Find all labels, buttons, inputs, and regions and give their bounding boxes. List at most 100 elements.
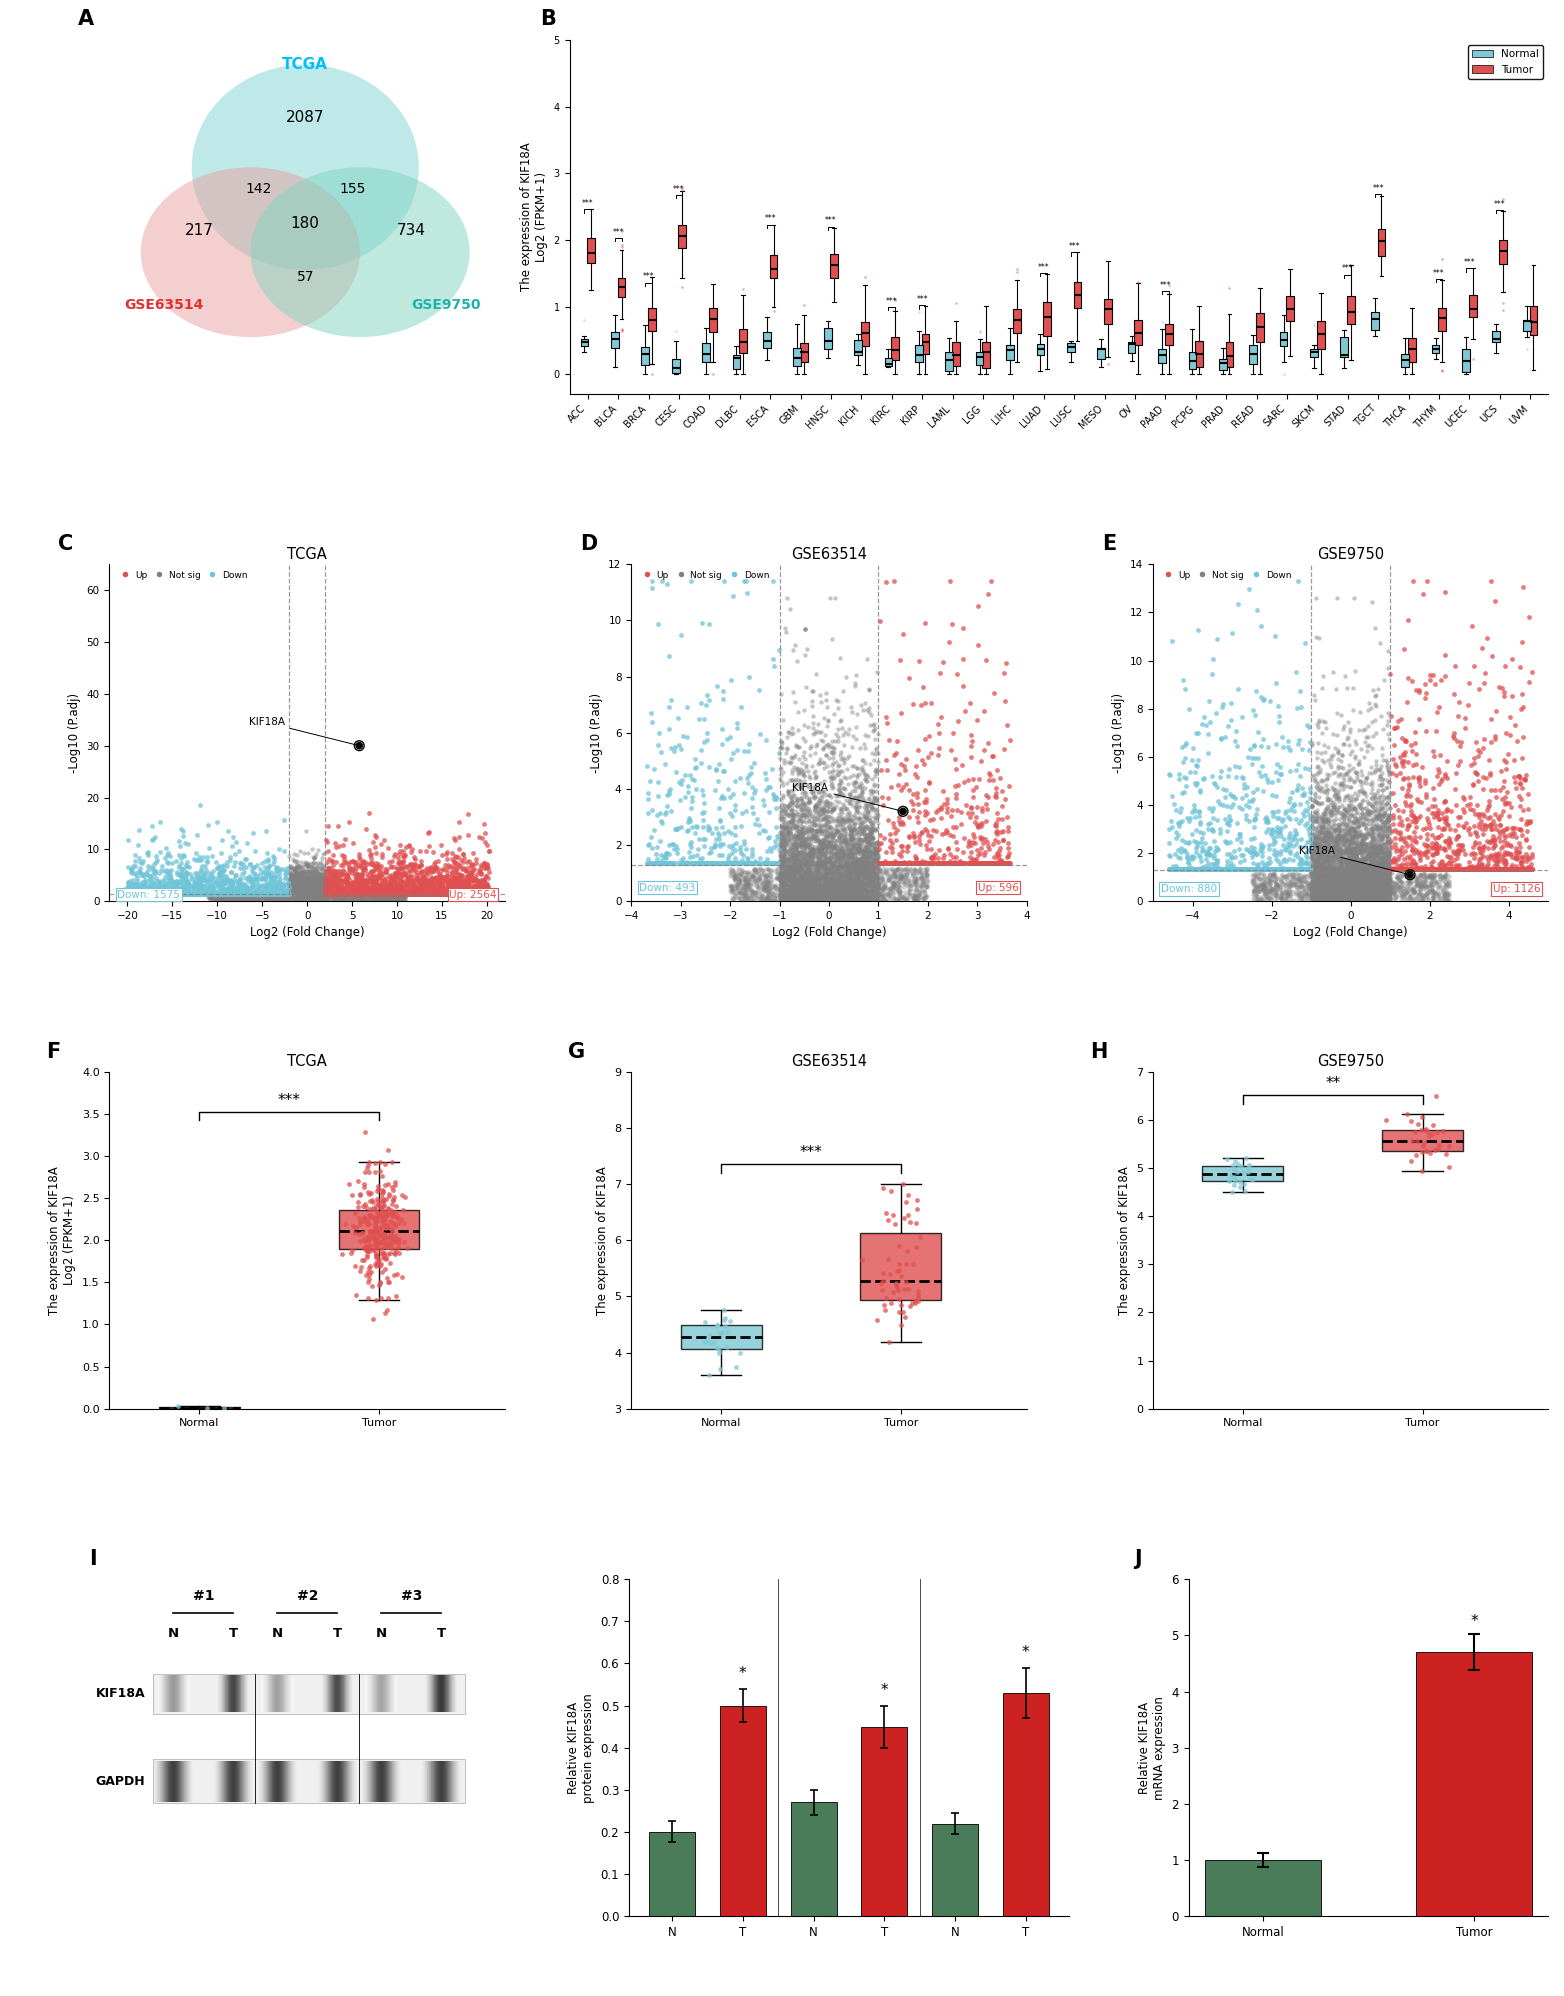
Point [1500, 820, 1525, 852]
Text: Down: 880: Down: 880 [1160, 884, 1217, 894]
Point [1339, 884, 1364, 916]
Point [457, 876, 482, 908]
Point [1337, 872, 1362, 904]
Point [211, 880, 236, 912]
Point [815, 852, 840, 884]
Point [170, 814, 196, 846]
Point [1361, 876, 1386, 908]
Point [834, 828, 859, 860]
Point [1362, 882, 1387, 914]
Point [826, 882, 851, 914]
Point [1286, 880, 1311, 912]
Point [283, 870, 308, 902]
Point [286, 884, 311, 916]
Point [308, 884, 333, 916]
Point [310, 882, 335, 914]
Point [1248, 834, 1273, 866]
Point [856, 832, 881, 864]
Point [1165, 852, 1190, 884]
Point [726, 868, 751, 900]
Point [1331, 878, 1356, 910]
Point [1362, 850, 1387, 882]
Point [474, 852, 499, 884]
Point [780, 750, 805, 782]
Point [785, 784, 810, 816]
Point [1337, 868, 1362, 900]
Point [805, 729, 830, 760]
Point [1318, 816, 1343, 848]
Point [302, 876, 327, 908]
Point [1501, 745, 1526, 776]
Point [386, 1208, 411, 1240]
Point [791, 824, 816, 856]
Point [1359, 880, 1384, 912]
Point [283, 880, 308, 912]
Point [396, 878, 421, 910]
Point [255, 878, 280, 910]
Point [793, 884, 818, 916]
Point [214, 884, 239, 916]
Point [311, 878, 336, 910]
Point [280, 866, 305, 898]
Point [976, 727, 1001, 758]
Point [737, 864, 762, 896]
Point [363, 1238, 388, 1269]
Point [824, 882, 849, 914]
Point [881, 846, 906, 878]
Point [135, 878, 160, 910]
Point [860, 848, 885, 880]
Point [816, 842, 841, 874]
Point [292, 870, 317, 902]
Point [1342, 844, 1367, 876]
Point [330, 864, 355, 896]
Point [840, 884, 865, 916]
Point [1315, 884, 1340, 916]
Point [199, 868, 224, 900]
Point [468, 856, 493, 888]
Point [1334, 834, 1359, 866]
Point [1375, 750, 1400, 782]
Point [857, 848, 882, 880]
Point [1345, 872, 1370, 904]
Point [859, 790, 884, 822]
Point [227, 880, 252, 912]
Point [299, 874, 324, 906]
Point [292, 882, 317, 914]
Point [1342, 806, 1367, 838]
Point [297, 878, 322, 910]
Point [1289, 852, 1314, 884]
Point [460, 868, 485, 900]
Point [303, 854, 328, 886]
Point [827, 774, 852, 806]
Point [1368, 627, 1394, 659]
Point [1231, 1156, 1256, 1188]
Point [383, 858, 408, 890]
Point [1193, 852, 1218, 884]
Point [130, 878, 155, 910]
Point [1323, 673, 1348, 705]
Point [307, 868, 332, 900]
Point [837, 882, 862, 914]
Point [769, 864, 795, 896]
Point [421, 856, 446, 888]
Point [1351, 868, 1376, 900]
Point [213, 884, 238, 916]
Point [291, 884, 316, 916]
Point [1351, 878, 1376, 910]
Point [327, 884, 352, 916]
Point [288, 884, 313, 916]
Point [807, 884, 832, 916]
Point [305, 884, 330, 916]
Point [1315, 884, 1340, 916]
Point [1343, 882, 1368, 914]
Y-axis label: The expression of KIF18A: The expression of KIF18A [1118, 1166, 1131, 1315]
Point [277, 880, 302, 912]
Point [353, 1192, 378, 1224]
Point [813, 880, 838, 912]
Point [913, 786, 938, 818]
Point [1411, 812, 1436, 844]
Point [1426, 858, 1451, 890]
Point [771, 880, 796, 912]
Point [1361, 874, 1386, 906]
Point [782, 878, 807, 910]
